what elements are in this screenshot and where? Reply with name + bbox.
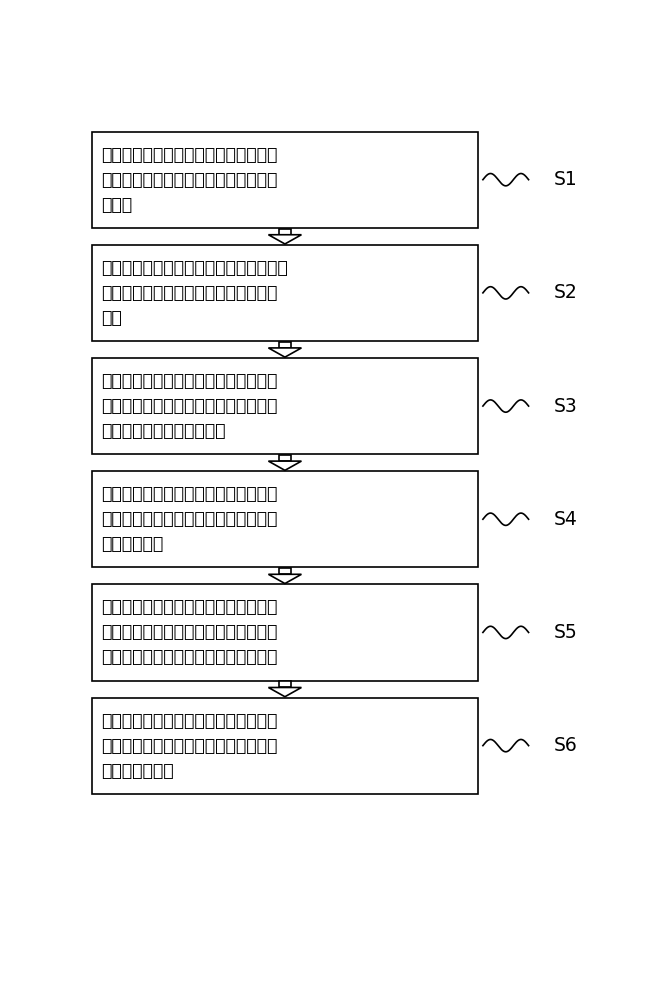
Text: 获取与晶圆衬底尺寸相同压电单晶晶片，
对压电单晶正面进行离子注入至所需深
度；: 获取与晶圆衬底尺寸相同压电单晶晶片， 对压电单晶正面进行离子注入至所需深 度； xyxy=(101,259,288,327)
Text: S4: S4 xyxy=(554,510,578,529)
Text: S3: S3 xyxy=(554,397,578,416)
Text: 将压电单晶正面与晶圆衬底正面键合，
形成键合体，电极薄膜置于晶圆衬底刻
蚀图案内部；: 将压电单晶正面与晶圆衬底正面键合， 形成键合体，电极薄膜置于晶圆衬底刻 蚀图案内… xyxy=(101,485,278,553)
Text: 对键合体退火处理，压电单晶沿离子注
入损伤层解理，对键合体中压电单晶解
理面进行磨平抛光，减薄至所需厚度；: 对键合体退火处理，压电单晶沿离子注 入损伤层解理，对键合体中压电单晶解 理面进行… xyxy=(101,598,278,666)
Bar xyxy=(278,229,291,235)
Bar xyxy=(92,358,477,454)
Text: 在压电单晶正面掩膜镀膜获得下电极图
案，电极薄膜图案特征尺寸小于上述晶
圆衬底刻蚀图案特征尺寸；: 在压电单晶正面掩膜镀膜获得下电极图 案，电极薄膜图案特征尺寸小于上述晶 圆衬底刻… xyxy=(101,372,278,440)
Bar xyxy=(92,132,477,228)
Bar xyxy=(278,455,291,461)
Polygon shape xyxy=(269,461,301,470)
Bar xyxy=(92,698,477,794)
Polygon shape xyxy=(269,574,301,584)
Text: 在键合体的压电单晶抛光面上掩膜镀膜
制备上电极图案，即得空腔型压电单晶
体声波谐振器。: 在键合体的压电单晶抛光面上掩膜镀膜 制备上电极图案，即得空腔型压电单晶 体声波谐… xyxy=(101,712,278,780)
Text: 获取晶圆衬底，在晶圆衬底正面刻蚀形
成薄膜体声波谐振器空气腔和水平排气
沟道；: 获取晶圆衬底，在晶圆衬底正面刻蚀形 成薄膜体声波谐振器空气腔和水平排气 沟道； xyxy=(101,146,278,214)
Text: S5: S5 xyxy=(554,623,578,642)
Text: S2: S2 xyxy=(554,283,578,302)
Bar xyxy=(92,584,477,681)
Polygon shape xyxy=(269,687,301,697)
Polygon shape xyxy=(269,348,301,357)
Bar xyxy=(92,245,477,341)
Bar xyxy=(278,681,291,687)
Text: S6: S6 xyxy=(554,736,578,755)
Bar xyxy=(278,342,291,348)
Bar xyxy=(278,568,291,574)
Polygon shape xyxy=(269,235,301,244)
Bar xyxy=(92,471,477,567)
Text: S1: S1 xyxy=(554,170,578,189)
